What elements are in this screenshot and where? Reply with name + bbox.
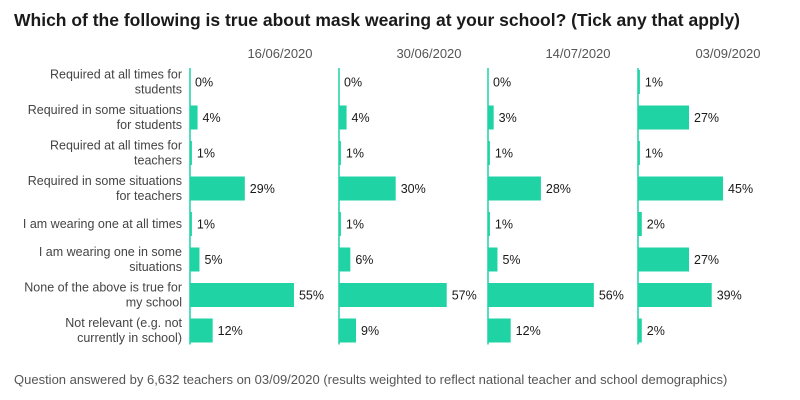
category-label: I am wearing one in some situations	[39, 245, 182, 274]
bar	[638, 176, 724, 201]
bar	[190, 176, 245, 201]
category-label: None of the above is true for my school	[24, 281, 182, 310]
data-label: 1%	[645, 76, 663, 90]
data-label: 27%	[694, 111, 719, 125]
data-label: 1%	[197, 218, 215, 232]
data-label: 30%	[401, 182, 426, 196]
data-label: 0%	[493, 76, 511, 90]
data-label: 29%	[250, 182, 275, 196]
bar	[638, 70, 640, 94]
data-label: 12%	[516, 324, 541, 338]
data-label: 1%	[495, 218, 513, 232]
panel-header: 03/09/2020	[695, 46, 760, 61]
bar	[339, 283, 447, 307]
data-label: 1%	[197, 147, 215, 161]
panel-header: 16/06/2020	[247, 46, 312, 61]
bar	[190, 105, 198, 130]
chart-footnote: Question answered by 6,632 teachers on 0…	[14, 372, 728, 387]
data-label: 56%	[599, 289, 624, 303]
data-label: 0%	[195, 76, 213, 90]
bar	[339, 176, 396, 201]
chart-title: Which of the following is true about mas…	[14, 10, 741, 30]
data-label: 5%	[204, 253, 222, 267]
data-label: 45%	[728, 182, 753, 196]
category-label: Required at all times for teachers	[50, 139, 182, 168]
bar	[638, 247, 690, 272]
data-label: 0%	[344, 76, 362, 90]
bar	[339, 141, 341, 165]
bar	[488, 141, 490, 165]
bar	[638, 141, 640, 165]
bar	[488, 247, 498, 272]
category-label: Required in some situations for students	[28, 103, 182, 132]
panel-header: 14/07/2020	[545, 46, 610, 61]
bar	[488, 105, 494, 130]
panel-header: 30/06/2020	[396, 46, 461, 61]
data-label: 57%	[452, 289, 477, 303]
data-label: 28%	[546, 182, 571, 196]
data-label: 6%	[355, 253, 373, 267]
bar	[339, 318, 357, 343]
bar	[638, 283, 712, 307]
bar	[638, 105, 690, 130]
data-label: 9%	[361, 324, 379, 338]
data-label: 2%	[647, 218, 665, 232]
data-label: 1%	[495, 147, 513, 161]
category-label: I am wearing one at all times	[23, 217, 182, 231]
category-label: Required in some situations for teachers	[28, 174, 182, 203]
data-label: 4%	[352, 111, 370, 125]
bar	[638, 318, 642, 343]
data-label: 5%	[502, 253, 520, 267]
data-label: 1%	[645, 147, 663, 161]
data-label: 39%	[717, 289, 742, 303]
data-label: 27%	[694, 253, 719, 267]
bar	[339, 212, 341, 236]
data-label: 2%	[647, 324, 665, 338]
category-label: Required at all times for students	[50, 68, 182, 97]
bar	[488, 212, 490, 236]
bar	[339, 247, 351, 272]
bar	[488, 283, 594, 307]
bar	[488, 318, 511, 343]
data-label: 55%	[299, 289, 324, 303]
bar	[488, 176, 541, 201]
bar	[190, 141, 192, 165]
bar	[190, 212, 192, 236]
data-label: 1%	[346, 218, 364, 232]
data-label: 1%	[346, 147, 364, 161]
data-label: 12%	[218, 324, 243, 338]
data-label: 4%	[203, 111, 221, 125]
bar	[638, 212, 642, 236]
data-label: 3%	[499, 111, 517, 125]
category-label: Not relevant (e.g. not currently in schoo…	[65, 316, 182, 345]
bar	[190, 283, 294, 307]
bar	[190, 318, 213, 343]
bar	[339, 105, 347, 130]
bar	[190, 247, 200, 272]
